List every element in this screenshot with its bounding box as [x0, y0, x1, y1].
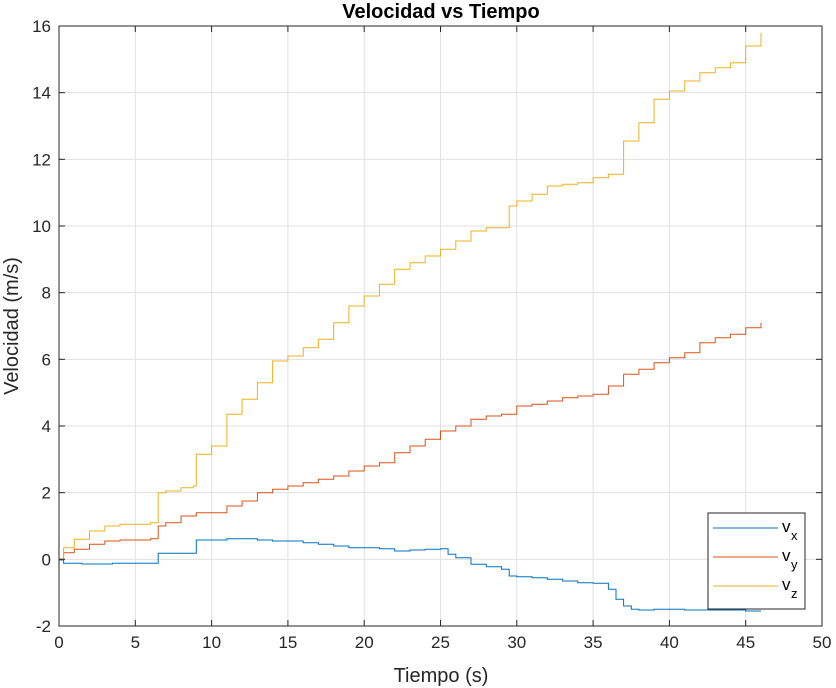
- y-tick-label: 16: [32, 17, 51, 36]
- legend[interactable]: v xv yv z: [707, 512, 806, 610]
- y-tick-label: 12: [32, 150, 51, 169]
- legend-subscript-vy: y: [791, 557, 798, 572]
- grid-lines: [59, 26, 822, 626]
- chart-title: Velocidad vs Tiempo: [342, 1, 539, 23]
- x-tick-label: 15: [278, 633, 297, 652]
- legend-label-vx: v: [782, 517, 791, 536]
- y-tick-label: 4: [42, 417, 51, 436]
- series-line-vx: [59, 538, 761, 612]
- x-tick-label: 20: [355, 633, 374, 652]
- legend-box: [707, 512, 806, 610]
- y-tick-label: -2: [36, 617, 51, 636]
- legend-subscript-vz: z: [791, 586, 798, 601]
- x-axis-label: Tiempo (s): [394, 665, 489, 687]
- legend-label-vy: v: [782, 546, 791, 565]
- series-line-vy: [59, 322, 762, 560]
- series-layer: [59, 32, 762, 612]
- x-tick-label: 0: [54, 633, 63, 652]
- y-tick-label: 6: [42, 350, 51, 369]
- y-tick-label: 10: [32, 217, 51, 236]
- x-tick-label: 25: [431, 633, 450, 652]
- x-tick-label: 35: [584, 633, 603, 652]
- y-tick-label: 14: [32, 84, 51, 103]
- x-tick-label: 50: [813, 633, 832, 652]
- y-axis-label: Velocidad (m/s): [1, 257, 23, 395]
- x-tick-label: 30: [507, 633, 526, 652]
- x-tick-label: 40: [660, 633, 679, 652]
- x-tick-label: 10: [202, 633, 221, 652]
- y-tick-label: 8: [42, 284, 51, 303]
- y-tick-label: 2: [42, 484, 51, 503]
- x-tick-label: 45: [736, 633, 755, 652]
- series-line-vz: [59, 32, 762, 560]
- x-tick-label: 5: [131, 633, 140, 652]
- y-tick-label: 0: [42, 550, 51, 569]
- legend-subscript-vx: x: [791, 528, 798, 543]
- legend-label-vz: v: [782, 575, 791, 594]
